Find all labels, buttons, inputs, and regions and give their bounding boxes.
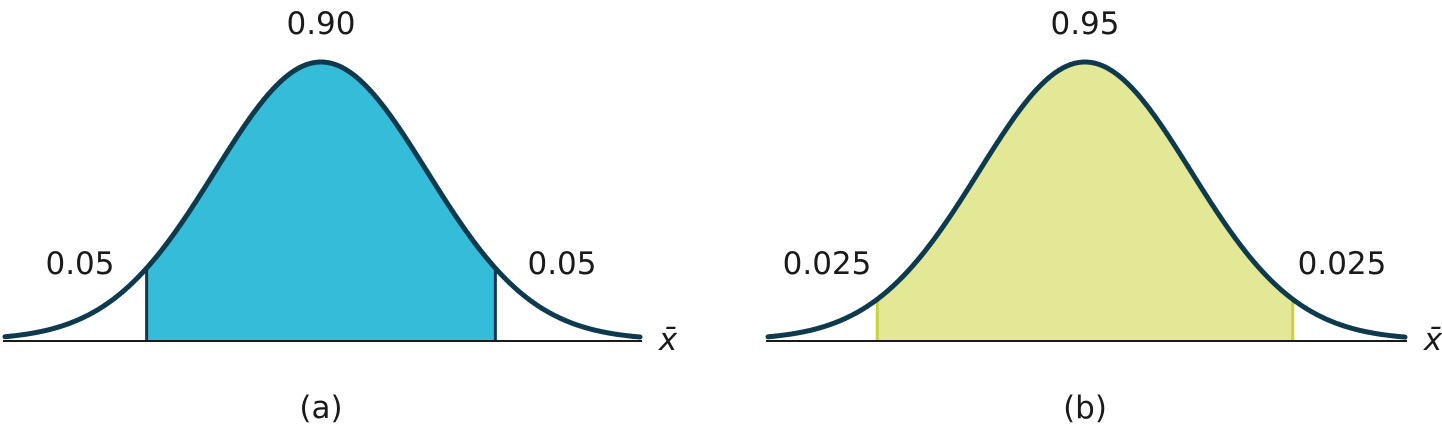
panel-a-center-area xyxy=(146,62,496,340)
panel-a-axis-label: x̄ xyxy=(658,322,678,358)
panel-a-right-tail-label: 0.05 xyxy=(527,246,596,282)
panel-b-center-area-label: 0.95 xyxy=(1050,6,1119,42)
panel-b-center-area xyxy=(877,62,1293,340)
panel-a-caption: (a) xyxy=(299,390,342,426)
panel-b-normal-curve xyxy=(765,59,1408,340)
panel-b: 0.95 0.025 0.025 x̄ (b) xyxy=(765,6,1442,426)
panel-b-axis-label: x̄ xyxy=(1423,322,1442,358)
panel-a-normal-curve xyxy=(2,59,643,340)
panel-a-center-area-label: 0.90 xyxy=(286,6,355,42)
panel-b-right-tail-label: 0.025 xyxy=(1298,246,1387,282)
panel-a-left-tail-label: 0.05 xyxy=(45,246,114,282)
panel-b-left-tail-label: 0.025 xyxy=(783,246,872,282)
panel-b-caption: (b) xyxy=(1063,390,1107,426)
panel-a: 0.90 0.05 0.05 x̄ (a) xyxy=(2,6,678,426)
